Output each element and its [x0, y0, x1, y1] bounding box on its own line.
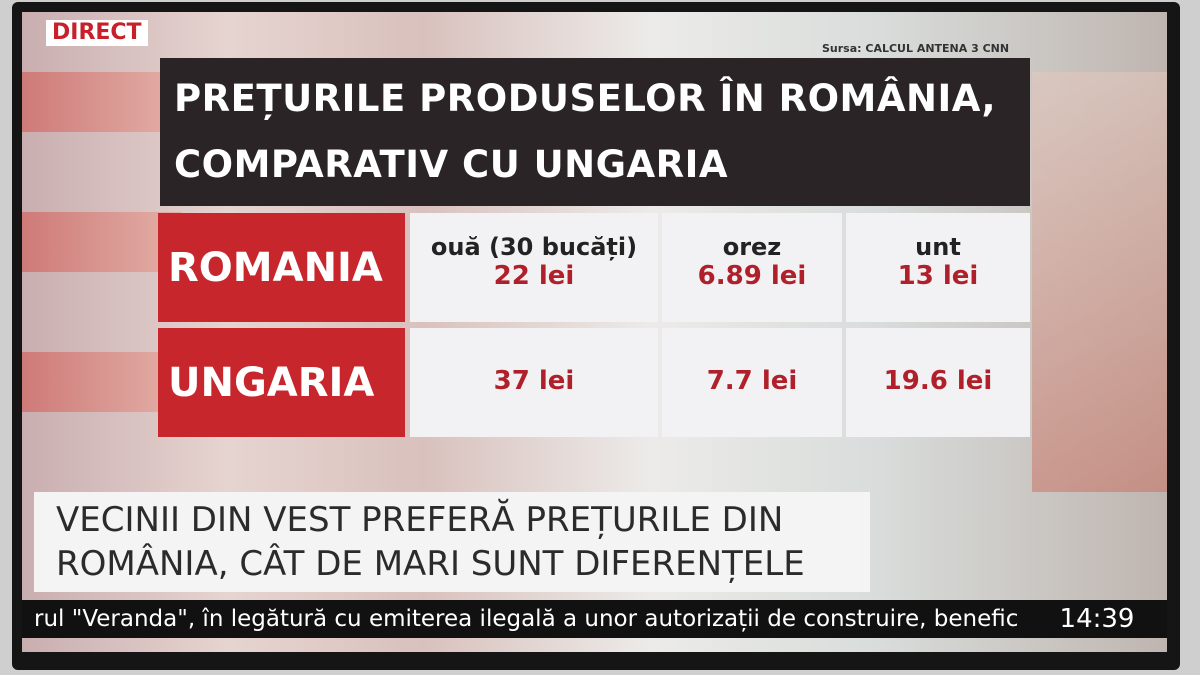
screen: DIRECT Sursa: CALCUL ANTENA 3 CNN PREȚUR… — [22, 12, 1167, 652]
title-line: PREȚURILE PRODUSELOR ÎN ROMÂNIA, — [174, 77, 997, 120]
headline-line: VECINII DIN VEST PREFERĂ PREȚURILE DIN — [56, 500, 784, 540]
column-header: unt — [915, 233, 961, 261]
price-value: 6.89 lei — [697, 261, 807, 291]
price-cell: 37 lei — [410, 328, 658, 437]
background-shelf — [22, 352, 182, 412]
background-shelf — [22, 72, 182, 132]
column-header: ouă (30 bucăți) — [430, 233, 638, 261]
clock: 14:39 — [1027, 600, 1167, 638]
price-cell: orez 6.89 lei — [662, 213, 842, 322]
price-value: 22 lei — [493, 261, 575, 291]
source-label: Sursa: CALCUL ANTENA 3 CNN — [822, 42, 1010, 55]
live-badge: DIRECT — [46, 20, 148, 46]
price-cell: unt 13 lei — [846, 213, 1030, 322]
price-value: 37 lei — [493, 366, 575, 396]
price-value: 13 lei — [897, 261, 979, 291]
price-value: 19.6 lei — [883, 366, 993, 396]
column-header: orez — [722, 233, 782, 261]
price-value: 7.7 lei — [706, 366, 798, 396]
background-shelf — [1032, 72, 1167, 492]
background-shelf — [22, 212, 182, 272]
country-cell: UNGARIA — [158, 328, 405, 437]
headline: VECINII DIN VEST PREFERĂ PREȚURILE DIN R… — [34, 492, 870, 592]
news-ticker: rul "Veranda", în legătură cu emiterea i… — [22, 600, 1167, 638]
country-cell: ROMANIA — [158, 213, 405, 322]
price-cell: 7.7 lei — [662, 328, 842, 437]
price-cell: ouă (30 bucăți) 22 lei — [410, 213, 658, 322]
title-line: COMPARATIV CU UNGARIA — [174, 143, 729, 186]
headline-line: ROMÂNIA, CÂT DE MARI SUNT DIFERENȚELE — [56, 544, 805, 584]
price-cell: 19.6 lei — [846, 328, 1030, 437]
title-box: PREȚURILE PRODUSELOR ÎN ROMÂNIA, COMPARA… — [160, 58, 1030, 206]
